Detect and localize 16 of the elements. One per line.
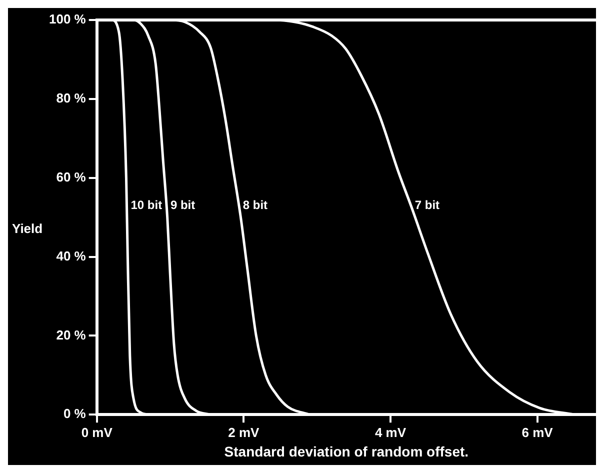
y-tick-label: 100 % <box>48 12 86 27</box>
series-label: 9 bit <box>170 198 196 212</box>
y-tick-label: 40 % <box>56 248 86 264</box>
x-tick-label: 4 mV <box>374 424 406 440</box>
series-label: 8 bit <box>242 198 268 212</box>
y-tick-label: 20 % <box>56 327 86 342</box>
series-label: 7 bit <box>414 198 440 212</box>
x-tick-label: 0 mV <box>81 424 113 440</box>
x-tick-label: 2 mV <box>228 424 260 440</box>
y-tick-label: 60 % <box>56 169 86 184</box>
x-axis-title: Standard deviation of random offset. <box>224 443 469 460</box>
y-axis-title: Yield <box>12 220 43 236</box>
series-label: 10 bit <box>130 198 162 212</box>
y-tick-label: 80 % <box>56 90 86 106</box>
y-tick-label: 0 % <box>63 406 86 422</box>
x-tick-label: 6 mV <box>522 424 554 440</box>
